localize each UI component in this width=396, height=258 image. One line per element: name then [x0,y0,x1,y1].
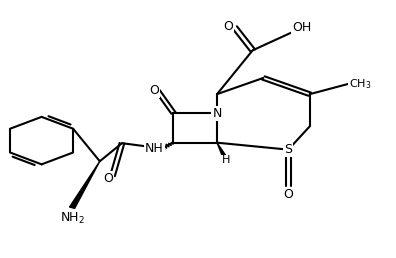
Text: O: O [223,20,232,33]
Text: S: S [284,143,292,156]
Polygon shape [69,161,100,208]
Text: NH: NH [145,142,164,155]
Text: NH$_2$: NH$_2$ [59,211,85,225]
Text: N: N [212,107,222,119]
Polygon shape [217,143,229,161]
Text: O: O [150,84,159,97]
Text: OH: OH [292,21,311,34]
Text: O: O [284,188,293,200]
Text: O: O [103,172,112,185]
Text: H: H [222,156,231,165]
Text: CH$_3$: CH$_3$ [349,77,372,91]
